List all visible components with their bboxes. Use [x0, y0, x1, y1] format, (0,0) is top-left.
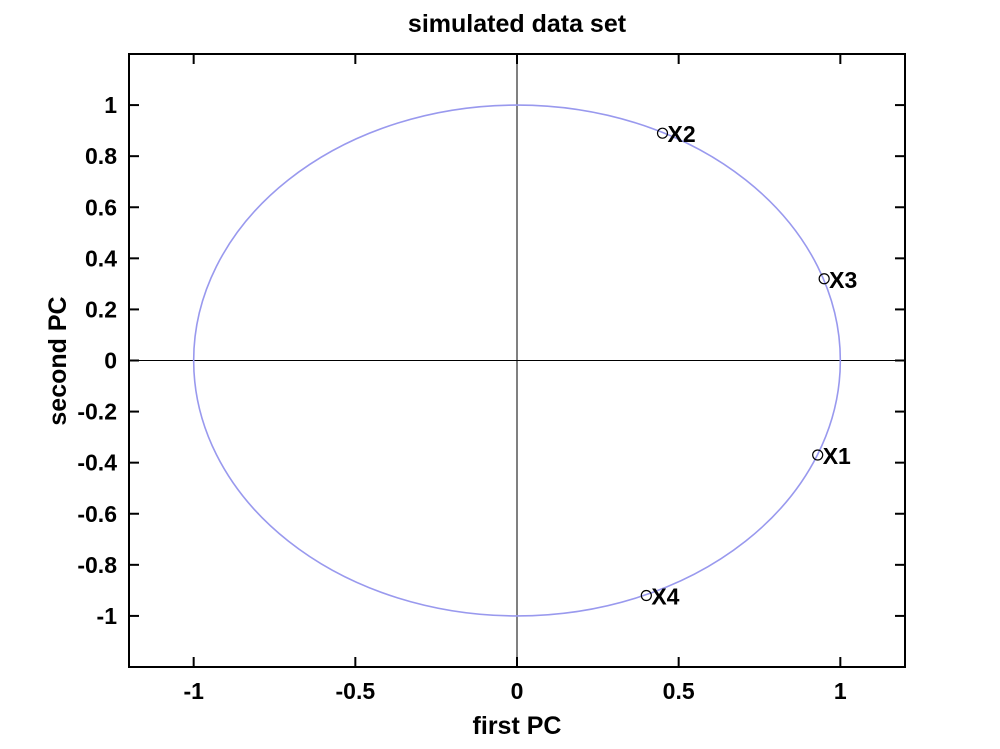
- y-tick-label: 0: [104, 348, 117, 374]
- data-point-x4: [640, 589, 652, 602]
- y-tick-label: -1: [97, 603, 118, 629]
- data-label-x2: X2: [668, 121, 696, 147]
- x-axis-label: first PC: [473, 712, 562, 740]
- y-tick-label: -0.8: [77, 552, 117, 578]
- y-tick-label: 0.4: [85, 245, 117, 271]
- x-tick-label: 0.5: [663, 678, 695, 704]
- data-point-x2: [656, 127, 669, 139]
- y-tick-label: -0.4: [77, 450, 117, 476]
- data-label-x1: X1: [823, 443, 851, 469]
- y-tick-label: 0.8: [85, 143, 117, 169]
- x-tick-label: 1: [834, 678, 847, 704]
- x-tick-label: 0: [511, 678, 524, 704]
- data-label-x4: X4: [651, 583, 679, 609]
- y-tick-label: 0.2: [85, 296, 117, 322]
- y-tick-label: -0.2: [77, 399, 117, 425]
- unit-circle: [192, 104, 842, 617]
- y-tick-label: -0.6: [77, 501, 117, 527]
- y-tick-label: 0.6: [85, 194, 117, 220]
- chart-title: simulated data set: [408, 10, 627, 38]
- data-point-x3: [818, 273, 830, 285]
- y-axis-label: second PC: [44, 296, 72, 425]
- x-tick-label: -1: [183, 678, 204, 704]
- data-point-x1: [812, 449, 824, 461]
- x-tick-label: -0.5: [336, 678, 376, 704]
- data-label-x3: X3: [829, 267, 857, 293]
- y-tick-label: 1: [104, 92, 117, 118]
- plot-area: -1 -0.5 0 0.5 1 1 0.8 0.6 0.4 0.2 0 -0.2 -0.4 -0.6 -0.…: [77, 53, 906, 704]
